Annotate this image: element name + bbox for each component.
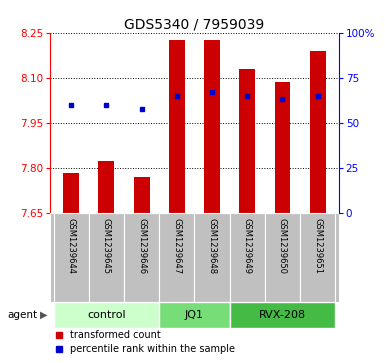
Text: GSM1239645: GSM1239645 [102,218,111,274]
Bar [265,213,300,302]
Bar [229,213,265,302]
Bar [99,160,114,213]
Text: GSM1239647: GSM1239647 [172,218,181,274]
Text: GSM1239651: GSM1239651 [313,218,322,274]
Text: GSM1239649: GSM1239649 [243,218,252,274]
Bar [194,213,229,302]
Bar [89,213,124,302]
Bar [204,40,220,213]
Text: ▶: ▶ [40,310,48,319]
Text: JQ1: JQ1 [185,310,204,319]
Bar [63,173,79,213]
Text: GSM1239644: GSM1239644 [67,218,76,274]
Title: GDS5340 / 7959039: GDS5340 / 7959039 [124,17,264,32]
Text: transformed count: transformed count [70,330,161,340]
Bar [229,302,335,328]
Bar [239,69,255,213]
Bar [124,213,159,302]
Text: RVX-208: RVX-208 [259,310,306,319]
Bar [134,177,149,213]
Bar [159,302,229,328]
Text: agent: agent [8,310,38,319]
Text: GSM1239646: GSM1239646 [137,218,146,274]
Bar [159,213,194,302]
Bar [169,40,185,213]
Bar [275,82,290,213]
Text: GSM1239650: GSM1239650 [278,218,287,274]
Bar [300,213,335,302]
Text: percentile rank within the sample: percentile rank within the sample [70,344,235,354]
Bar [54,302,159,328]
Text: GSM1239648: GSM1239648 [208,218,216,274]
Bar [54,213,89,302]
Bar [310,51,326,213]
Text: control: control [87,310,126,319]
